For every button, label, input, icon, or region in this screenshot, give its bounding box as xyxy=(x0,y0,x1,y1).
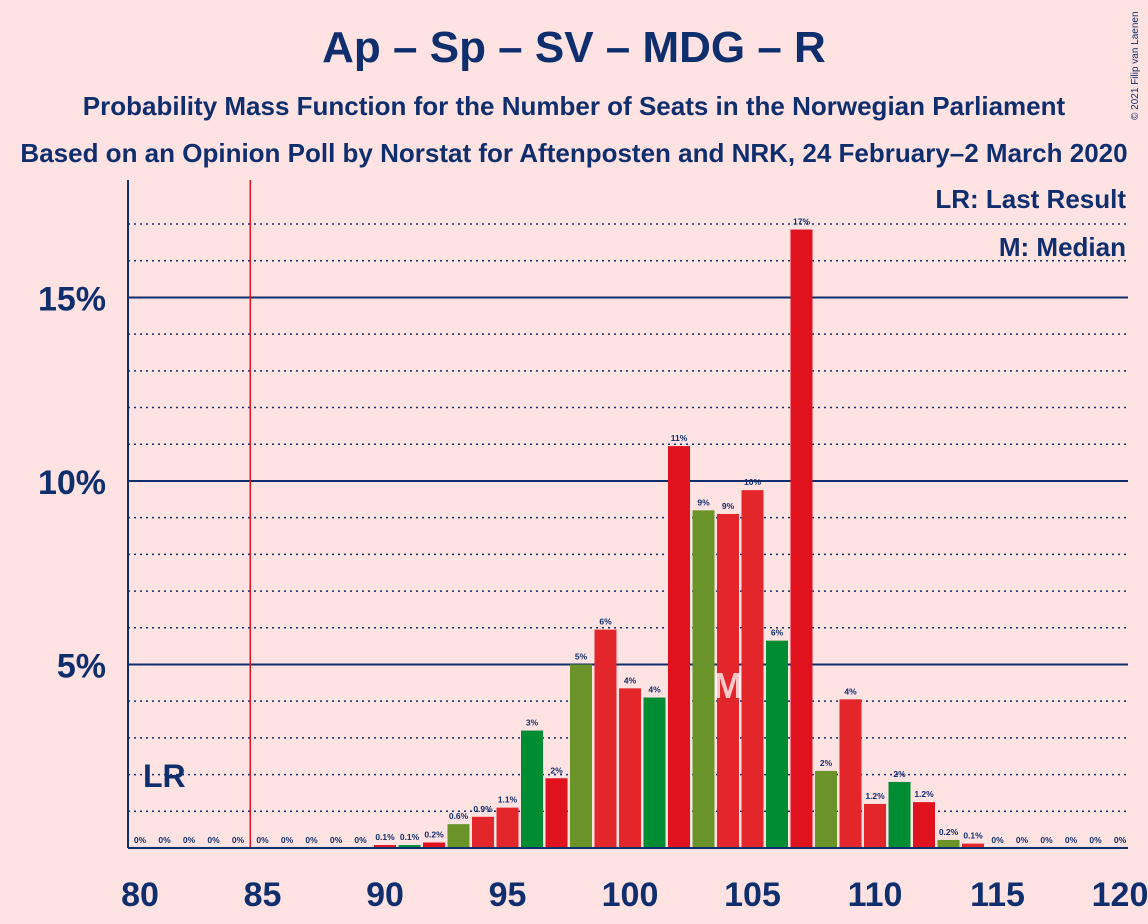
bar-value-label: 0.1% xyxy=(963,831,983,841)
bar-value-label: 0% xyxy=(256,835,269,845)
bar-seats-94 xyxy=(472,816,494,848)
median-marker: M xyxy=(713,665,743,706)
bar-seats-107 xyxy=(790,229,813,849)
x-tick-label: 90 xyxy=(366,876,404,914)
bar-value-label: 0% xyxy=(134,835,147,845)
bar-value-label: 6% xyxy=(599,617,612,627)
bar-value-label: 2% xyxy=(820,758,833,768)
x-tick-label: 100 xyxy=(602,876,659,914)
bar-seats-91 xyxy=(398,845,421,848)
bar-value-label: 0.2% xyxy=(939,827,959,837)
bar-value-label: 4% xyxy=(844,686,857,696)
bar-seats-105 xyxy=(741,490,764,848)
bar-seats-101 xyxy=(643,697,666,848)
bar-seats-109 xyxy=(839,699,862,848)
bar-value-label: 1.2% xyxy=(914,789,934,799)
bar-seats-97 xyxy=(545,778,568,848)
bar-value-label: 0% xyxy=(991,835,1004,845)
bar-value-label: 0% xyxy=(305,835,318,845)
bar-value-label: 17% xyxy=(793,217,810,227)
x-tick-label: 95 xyxy=(489,876,527,914)
y-tick-label: 5% xyxy=(57,647,106,685)
bar-value-label: 0% xyxy=(158,835,171,845)
bar-value-label: 10% xyxy=(744,477,761,487)
bar-seats-99 xyxy=(594,629,617,848)
bar-value-label: 0.6% xyxy=(449,811,469,821)
x-tick-label: 80 xyxy=(121,876,159,914)
bar-value-label: 0% xyxy=(281,835,294,845)
bar-value-label: 2% xyxy=(893,769,906,779)
bar-value-label: 0% xyxy=(1016,835,1029,845)
bar-value-label: 3% xyxy=(526,718,539,728)
bar-seats-93 xyxy=(447,824,470,848)
bar-value-label: 9% xyxy=(697,497,710,507)
bar-seats-113 xyxy=(937,839,960,848)
chart-subtitle: Probability Mass Function for the Number… xyxy=(82,91,1066,121)
chart-title: Ap – Sp – SV – MDG – R xyxy=(322,23,826,72)
bar-seats-104 xyxy=(717,514,739,848)
bar-value-label: 0% xyxy=(183,835,196,845)
bar-value-label: 11% xyxy=(671,433,688,443)
x-tick-label: 120 xyxy=(1092,876,1148,914)
y-tick-label: 15% xyxy=(38,280,106,318)
bar-value-label: 9% xyxy=(722,501,735,511)
bar-seats-111 xyxy=(888,781,911,848)
legend-median: M: Median xyxy=(998,232,1126,262)
bar-seats-95 xyxy=(496,807,519,848)
bar-seats-114 xyxy=(962,843,984,848)
x-tick-label: 110 xyxy=(848,876,903,914)
bar-seats-103 xyxy=(692,510,715,848)
bar-seats-106 xyxy=(766,640,788,848)
bar-seats-96 xyxy=(521,730,543,848)
chart-subtitle-source: Based on an Opinion Poll by Norstat for … xyxy=(20,138,1128,168)
bar-value-label: 0.2% xyxy=(424,829,444,839)
bar-value-label: 4% xyxy=(624,675,637,685)
bar-seats-98 xyxy=(570,664,592,848)
bar-value-label: 0% xyxy=(1114,835,1127,845)
bar-value-label: 0% xyxy=(1089,835,1102,845)
bar-seats-112 xyxy=(913,802,935,848)
x-tick-label: 85 xyxy=(244,876,282,914)
bar-value-label: 0% xyxy=(354,835,367,845)
bar-seats-108 xyxy=(815,770,837,848)
bar-value-label: 6% xyxy=(771,628,784,638)
bar-seats-102 xyxy=(668,446,690,848)
bar-value-label: 5% xyxy=(575,651,588,661)
bar-value-label: 0% xyxy=(1040,835,1053,845)
legend-last-result: LR: Last Result xyxy=(935,184,1126,214)
bar-value-label: 1.1% xyxy=(498,795,518,805)
bar-value-label: 4% xyxy=(648,685,661,695)
bar-value-label: 0.1% xyxy=(375,832,395,842)
bar-value-label: 0% xyxy=(1065,835,1078,845)
y-tick-label: 10% xyxy=(38,464,106,502)
bar-seats-90 xyxy=(374,845,396,848)
bar-value-label: 2% xyxy=(550,765,563,775)
bar-seats-92 xyxy=(423,842,445,848)
bar-value-label: 0% xyxy=(232,835,245,845)
bar-value-label: 0% xyxy=(330,835,343,845)
x-tick-label: 115 xyxy=(970,876,1025,914)
bar-value-label: 0.9% xyxy=(473,804,493,814)
last-result-marker: LR xyxy=(143,758,186,794)
bar-seats-110 xyxy=(864,803,886,848)
bar-seats-100 xyxy=(619,688,641,848)
bar-value-label: 0% xyxy=(207,835,220,845)
bar-value-label: 0.1% xyxy=(400,832,420,842)
x-tick-label: 105 xyxy=(724,876,781,914)
bar-value-label: 1.2% xyxy=(865,791,885,801)
